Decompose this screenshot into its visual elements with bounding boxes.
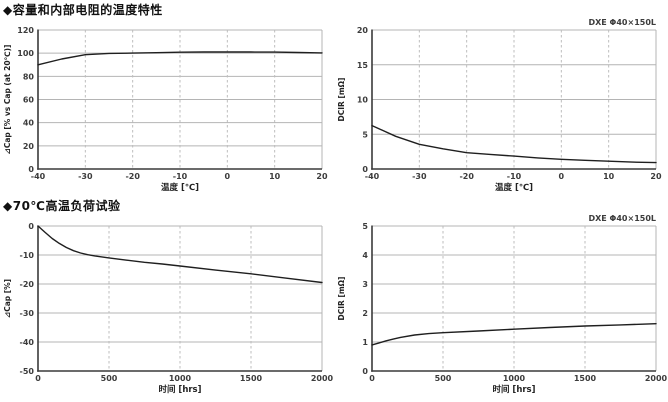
svg-text:0: 0 bbox=[28, 222, 34, 231]
svg-text:-20: -20 bbox=[459, 172, 474, 181]
svg-text:-20: -20 bbox=[20, 280, 35, 289]
svg-text:-20: -20 bbox=[125, 172, 140, 181]
svg-text:10: 10 bbox=[269, 172, 281, 181]
svg-text:⊿Cap [%]: ⊿Cap [%] bbox=[3, 279, 12, 318]
svg-text:60: 60 bbox=[23, 96, 35, 105]
svg-text:2000: 2000 bbox=[645, 374, 668, 383]
svg-text:100: 100 bbox=[17, 49, 34, 58]
svg-text:温度 [℃]: 温度 [℃] bbox=[161, 182, 199, 193]
svg-text:-10: -10 bbox=[20, 251, 35, 260]
section-heading-temperature-characteristics: ◆容量和内部电阻的温度特性 bbox=[3, 3, 163, 17]
chart-dcir-vs-time: 0 1 2 3 4 5 0 500 1000 1500 2000 时间 [hrs] DCIR [mΩ] D… bbox=[337, 214, 668, 395]
svg-text:-10: -10 bbox=[507, 172, 522, 181]
chart-cap-vs-temperature: 0 20 40 60 80 100 120 -40 -30 -20 -10 0 10 20 温度 [℃] ⊿C… bbox=[3, 26, 328, 193]
svg-text:1000: 1000 bbox=[169, 374, 192, 383]
svg-text:温度 [℃]: 温度 [℃] bbox=[495, 182, 533, 193]
svg-text:500: 500 bbox=[435, 374, 452, 383]
svg-text:0: 0 bbox=[35, 374, 41, 383]
svg-text:1: 1 bbox=[362, 338, 368, 347]
svg-text:15: 15 bbox=[357, 61, 369, 70]
svg-text:-10: -10 bbox=[173, 172, 188, 181]
svg-text:⊿Cap [% vs Cap (at 20℃)]: ⊿Cap [% vs Cap (at 20℃)] bbox=[3, 45, 12, 155]
svg-text:0: 0 bbox=[225, 172, 231, 181]
section-heading-high-temp-load-test: ◆70℃高温负荷试验 bbox=[3, 199, 121, 213]
svg-text:-30: -30 bbox=[20, 309, 35, 318]
svg-text:0: 0 bbox=[28, 165, 34, 174]
svg-text:DCIR [mΩ]: DCIR [mΩ] bbox=[337, 277, 346, 321]
svg-text:2: 2 bbox=[362, 309, 368, 318]
svg-text:1000: 1000 bbox=[503, 374, 526, 383]
svg-text:1500: 1500 bbox=[240, 374, 263, 383]
svg-text:20: 20 bbox=[23, 142, 35, 151]
svg-text:-30: -30 bbox=[78, 172, 93, 181]
svg-text:3: 3 bbox=[362, 280, 368, 289]
svg-text:5: 5 bbox=[362, 130, 368, 139]
svg-text:20: 20 bbox=[357, 26, 369, 35]
svg-text:80: 80 bbox=[23, 72, 35, 81]
svg-text:120: 120 bbox=[17, 26, 34, 35]
svg-text:-50: -50 bbox=[20, 367, 35, 376]
svg-text:20: 20 bbox=[650, 172, 662, 181]
svg-text:DXE Φ40×150L: DXE Φ40×150L bbox=[589, 18, 657, 27]
svg-text:时间 [hrs]: 时间 [hrs] bbox=[492, 384, 535, 395]
svg-text:2000: 2000 bbox=[311, 374, 334, 383]
svg-text:40: 40 bbox=[23, 119, 35, 128]
svg-text:5: 5 bbox=[362, 222, 368, 231]
svg-text:时间 [hrs]: 时间 [hrs] bbox=[158, 384, 201, 395]
svg-text:DXE Φ40×150L: DXE Φ40×150L bbox=[589, 214, 657, 223]
svg-text:0: 0 bbox=[369, 374, 375, 383]
svg-text:1500: 1500 bbox=[574, 374, 597, 383]
svg-text:10: 10 bbox=[357, 96, 369, 105]
svg-text:DCIR [mΩ]: DCIR [mΩ] bbox=[337, 78, 346, 122]
svg-text:-40: -40 bbox=[31, 172, 46, 181]
svg-text:500: 500 bbox=[101, 374, 118, 383]
svg-text:20: 20 bbox=[316, 172, 328, 181]
svg-text:-30: -30 bbox=[412, 172, 427, 181]
svg-text:4: 4 bbox=[362, 251, 368, 260]
svg-text:-40: -40 bbox=[20, 338, 35, 347]
svg-text:10: 10 bbox=[603, 172, 615, 181]
chart-dcir-vs-temperature: 0 5 10 15 20 -40 -30 -20 -10 0 10 20 温度 [℃] DCIR [mΩ]… bbox=[337, 18, 662, 193]
svg-text:0: 0 bbox=[559, 172, 565, 181]
svg-text:0: 0 bbox=[362, 367, 368, 376]
svg-text:0: 0 bbox=[362, 165, 368, 174]
svg-text:-40: -40 bbox=[365, 172, 380, 181]
